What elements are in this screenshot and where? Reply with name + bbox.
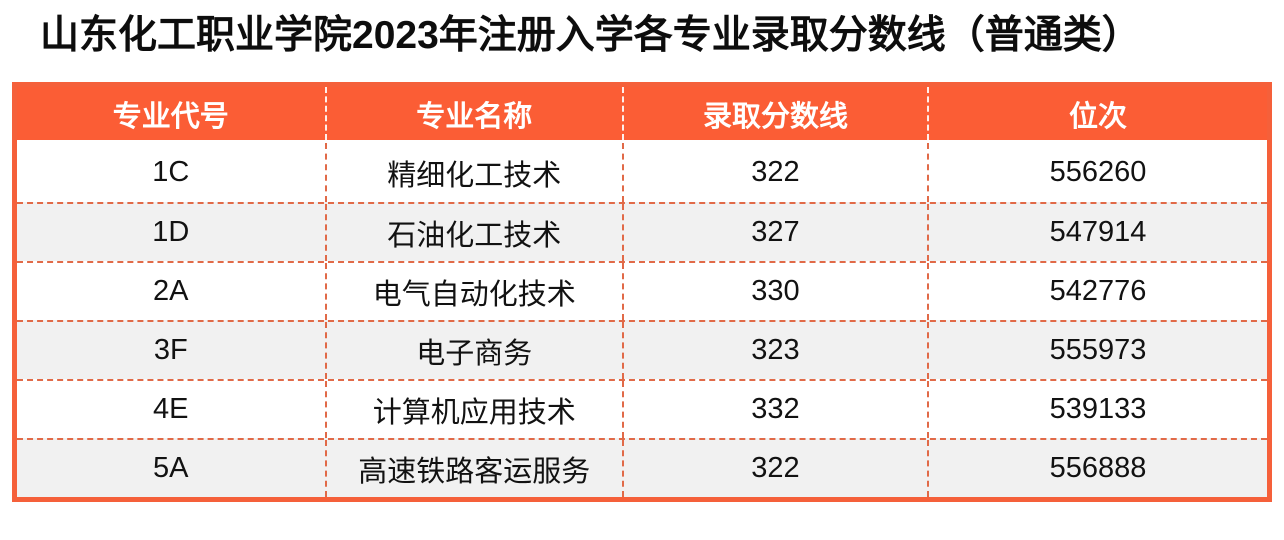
column-header-score-line: 录取分数线 bbox=[622, 87, 927, 140]
table-row: 1D 石油化工技术 327 547914 bbox=[17, 202, 1267, 261]
cell-major-name: 电子商务 bbox=[324, 322, 623, 379]
cell-major-code: 1C bbox=[152, 156, 190, 188]
cell-score-line: 322 bbox=[622, 143, 927, 202]
table-row: 2A 电气自动化技术 330 542776 bbox=[17, 261, 1267, 320]
cell-rank: 555973 bbox=[927, 322, 1267, 379]
cell-major-name: 电气自动化技术 bbox=[324, 263, 623, 320]
cell-major-code: 1D bbox=[152, 216, 190, 248]
admission-score-table: 专业代号 专业名称 录取分数线 位次 1C 精细化工技术 322 556260 … bbox=[12, 82, 1272, 502]
cell-rank: 556260 bbox=[927, 143, 1267, 202]
column-header-major-name: 专业名称 bbox=[324, 87, 623, 140]
table-row: 4E 计算机应用技术 332 539133 bbox=[17, 379, 1267, 438]
cell-rank: 539133 bbox=[927, 381, 1267, 438]
cell-score-line: 327 bbox=[622, 204, 927, 261]
cell-major-name: 高速铁路客运服务 bbox=[324, 440, 623, 497]
cell-score-line: 332 bbox=[622, 381, 927, 438]
cell-major-name: 计算机应用技术 bbox=[324, 381, 623, 438]
cell-score-line: 323 bbox=[622, 322, 927, 379]
cell-major-code: 3F bbox=[153, 334, 188, 366]
cell-major-code: 2A bbox=[153, 275, 189, 307]
cell-rank: 542776 bbox=[927, 263, 1267, 320]
table-header-row: 专业代号 专业名称 录取分数线 位次 bbox=[17, 87, 1267, 143]
cell-score-line: 322 bbox=[622, 440, 927, 497]
cell-major-code: 5A bbox=[153, 452, 189, 484]
table-row: 5A 高速铁路客运服务 322 556888 bbox=[17, 438, 1267, 497]
page-title: 山东化工职业学院2023年注册入学各专业录取分数线（普通类） bbox=[40, 14, 1141, 57]
cell-major-name: 精细化工技术 bbox=[324, 143, 623, 202]
cell-rank: 556888 bbox=[927, 440, 1267, 497]
column-header-major-code: 专业代号 bbox=[112, 100, 229, 133]
table-row: 1C 精细化工技术 322 556260 bbox=[17, 143, 1267, 202]
table-row: 3F 电子商务 323 555973 bbox=[17, 320, 1267, 379]
cell-major-name: 石油化工技术 bbox=[324, 204, 623, 261]
cell-major-code: 4E bbox=[153, 393, 189, 425]
cell-score-line: 330 bbox=[622, 263, 927, 320]
cell-rank: 547914 bbox=[927, 204, 1267, 261]
column-header-rank: 位次 bbox=[927, 87, 1267, 140]
